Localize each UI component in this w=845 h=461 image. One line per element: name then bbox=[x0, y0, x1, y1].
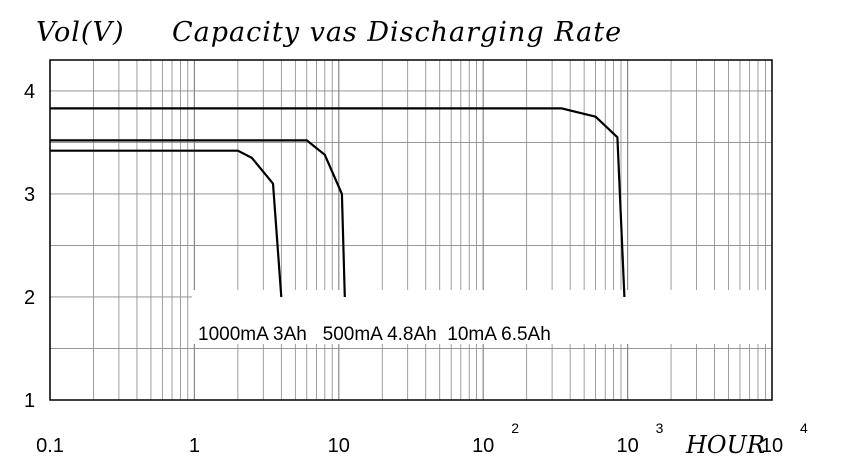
x-tick-exponent: 2 bbox=[511, 420, 519, 436]
chart-title: Capacity vas Discharging Rate bbox=[172, 17, 622, 48]
x-tick-exponent: 3 bbox=[656, 420, 664, 436]
x-axis-label: HOUR bbox=[685, 431, 765, 459]
x-tick-label: 10 bbox=[616, 435, 638, 457]
y-tick-labels: 1 2 3 4 bbox=[24, 81, 35, 412]
y-tick-label: 1 bbox=[24, 390, 35, 412]
x-tick-label: 10 bbox=[328, 435, 350, 457]
grid-layer bbox=[49, 60, 772, 400]
x-tick-exponent: 4 bbox=[800, 420, 808, 436]
x-tick-labels: 0.1 1 10 10 2 10 3 10 4 bbox=[36, 420, 808, 457]
y-axis-label: Vol(V) bbox=[36, 17, 124, 48]
series-line-1 bbox=[50, 149, 283, 298]
series-line-3 bbox=[50, 107, 626, 298]
plot-border bbox=[49, 59, 773, 401]
x-tick-label: 10 bbox=[761, 435, 783, 457]
series-line-2 bbox=[50, 139, 346, 298]
x-tick-label: 1 bbox=[189, 435, 200, 457]
annotation-background bbox=[192, 290, 772, 344]
y-tick-label: 3 bbox=[24, 184, 35, 206]
y-tick-label: 4 bbox=[24, 81, 35, 103]
x-tick-label: 0.1 bbox=[36, 435, 64, 457]
series-layer bbox=[50, 107, 626, 298]
y-tick-label: 2 bbox=[24, 287, 35, 309]
curve-annotation: 1000mA 3Ah 500mA 4.8Ah 10mA 6.5Ah bbox=[198, 324, 551, 345]
annotation-mask bbox=[192, 290, 772, 344]
x-tick-label: 10 bbox=[472, 435, 494, 457]
